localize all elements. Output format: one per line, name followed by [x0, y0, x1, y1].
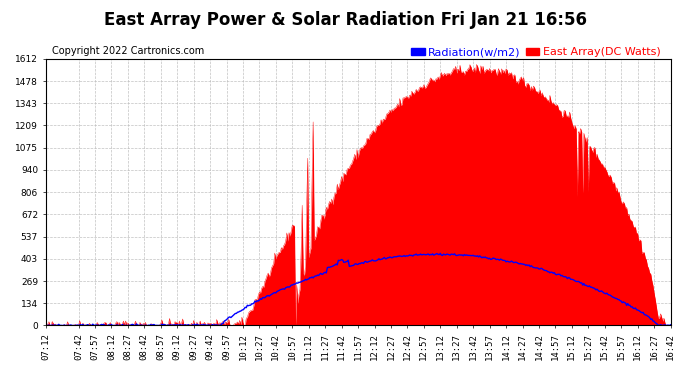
Text: Copyright 2022 Cartronics.com: Copyright 2022 Cartronics.com [52, 46, 204, 56]
Legend: Radiation(w/m2), East Array(DC Watts): Radiation(w/m2), East Array(DC Watts) [407, 43, 665, 62]
Text: East Array Power & Solar Radiation Fri Jan 21 16:56: East Array Power & Solar Radiation Fri J… [104, 11, 586, 29]
